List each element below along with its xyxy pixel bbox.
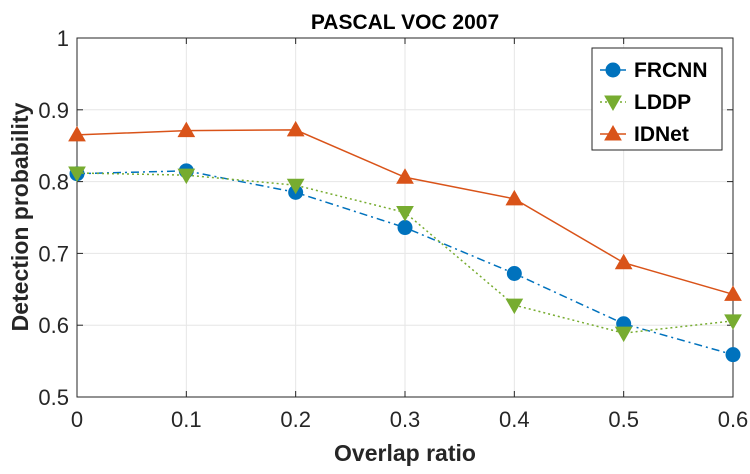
x-tick-label: 0.2 [280,407,311,432]
y-tick-label: 0.6 [38,313,69,338]
legend-label-idnet: IDNet [634,123,689,146]
legend-label-lddp: LDDP [634,91,691,114]
data-point-lddp [177,168,196,185]
chart-title: PASCAL VOC 2007 [311,11,499,34]
x-tick-label: 0.4 [499,407,530,432]
axis-ticks: 0 0.1 0.2 0.3 0.4 0.5 0.6 0.5 0.6 0.7 0.8 0.9 1 [38,26,748,432]
legend-item-frcnn: FRCNN [600,59,708,82]
series-layer [68,120,742,363]
y-axis-title: Detection probability [7,102,33,331]
data-point-idnet [286,120,305,137]
x-tick-label: 0.5 [608,407,639,432]
y-tick-label: 0.8 [38,170,69,195]
legend-item-idnet: IDNet [600,123,689,146]
legend: FRCNN LDDP IDNet [591,47,723,151]
data-point-lddp [614,326,633,343]
legend-marker-frcnn [605,62,621,78]
data-point-idnet [396,168,414,184]
data-point-idnet [68,125,86,142]
series-idnet [68,120,742,301]
y-tick-label: 0.5 [38,385,69,410]
legend-marker-idnet [604,124,622,141]
data-point-frcnn [506,266,522,282]
data-point-lddp [68,166,86,182]
legend-item-lddp: LDDP [600,91,691,114]
data-point-idnet [614,253,633,270]
x-tick-label: 0 [71,407,83,432]
data-point-lddp [724,314,742,330]
data-point-idnet [177,121,196,138]
y-tick-label: 0.7 [38,241,69,266]
y-tick-label: 1 [57,26,69,51]
data-point-frcnn [725,347,741,363]
x-tick-label: 0.3 [390,407,421,432]
x-tick-label: 0.6 [718,407,749,432]
y-tick-label: 0.9 [38,98,69,123]
legend-label-frcnn: FRCNN [634,59,708,82]
series-lddp [68,166,742,343]
legend-marker-lddp [604,95,622,112]
data-point-idnet [724,285,742,301]
data-point-lddp [396,205,414,222]
x-tick-label: 0.1 [171,407,202,432]
data-point-lddp [505,298,524,315]
data-point-frcnn [397,220,413,236]
data-point-idnet [505,189,524,206]
x-axis-title: Overlap ratio [334,440,476,466]
data-point-lddp [286,178,305,195]
